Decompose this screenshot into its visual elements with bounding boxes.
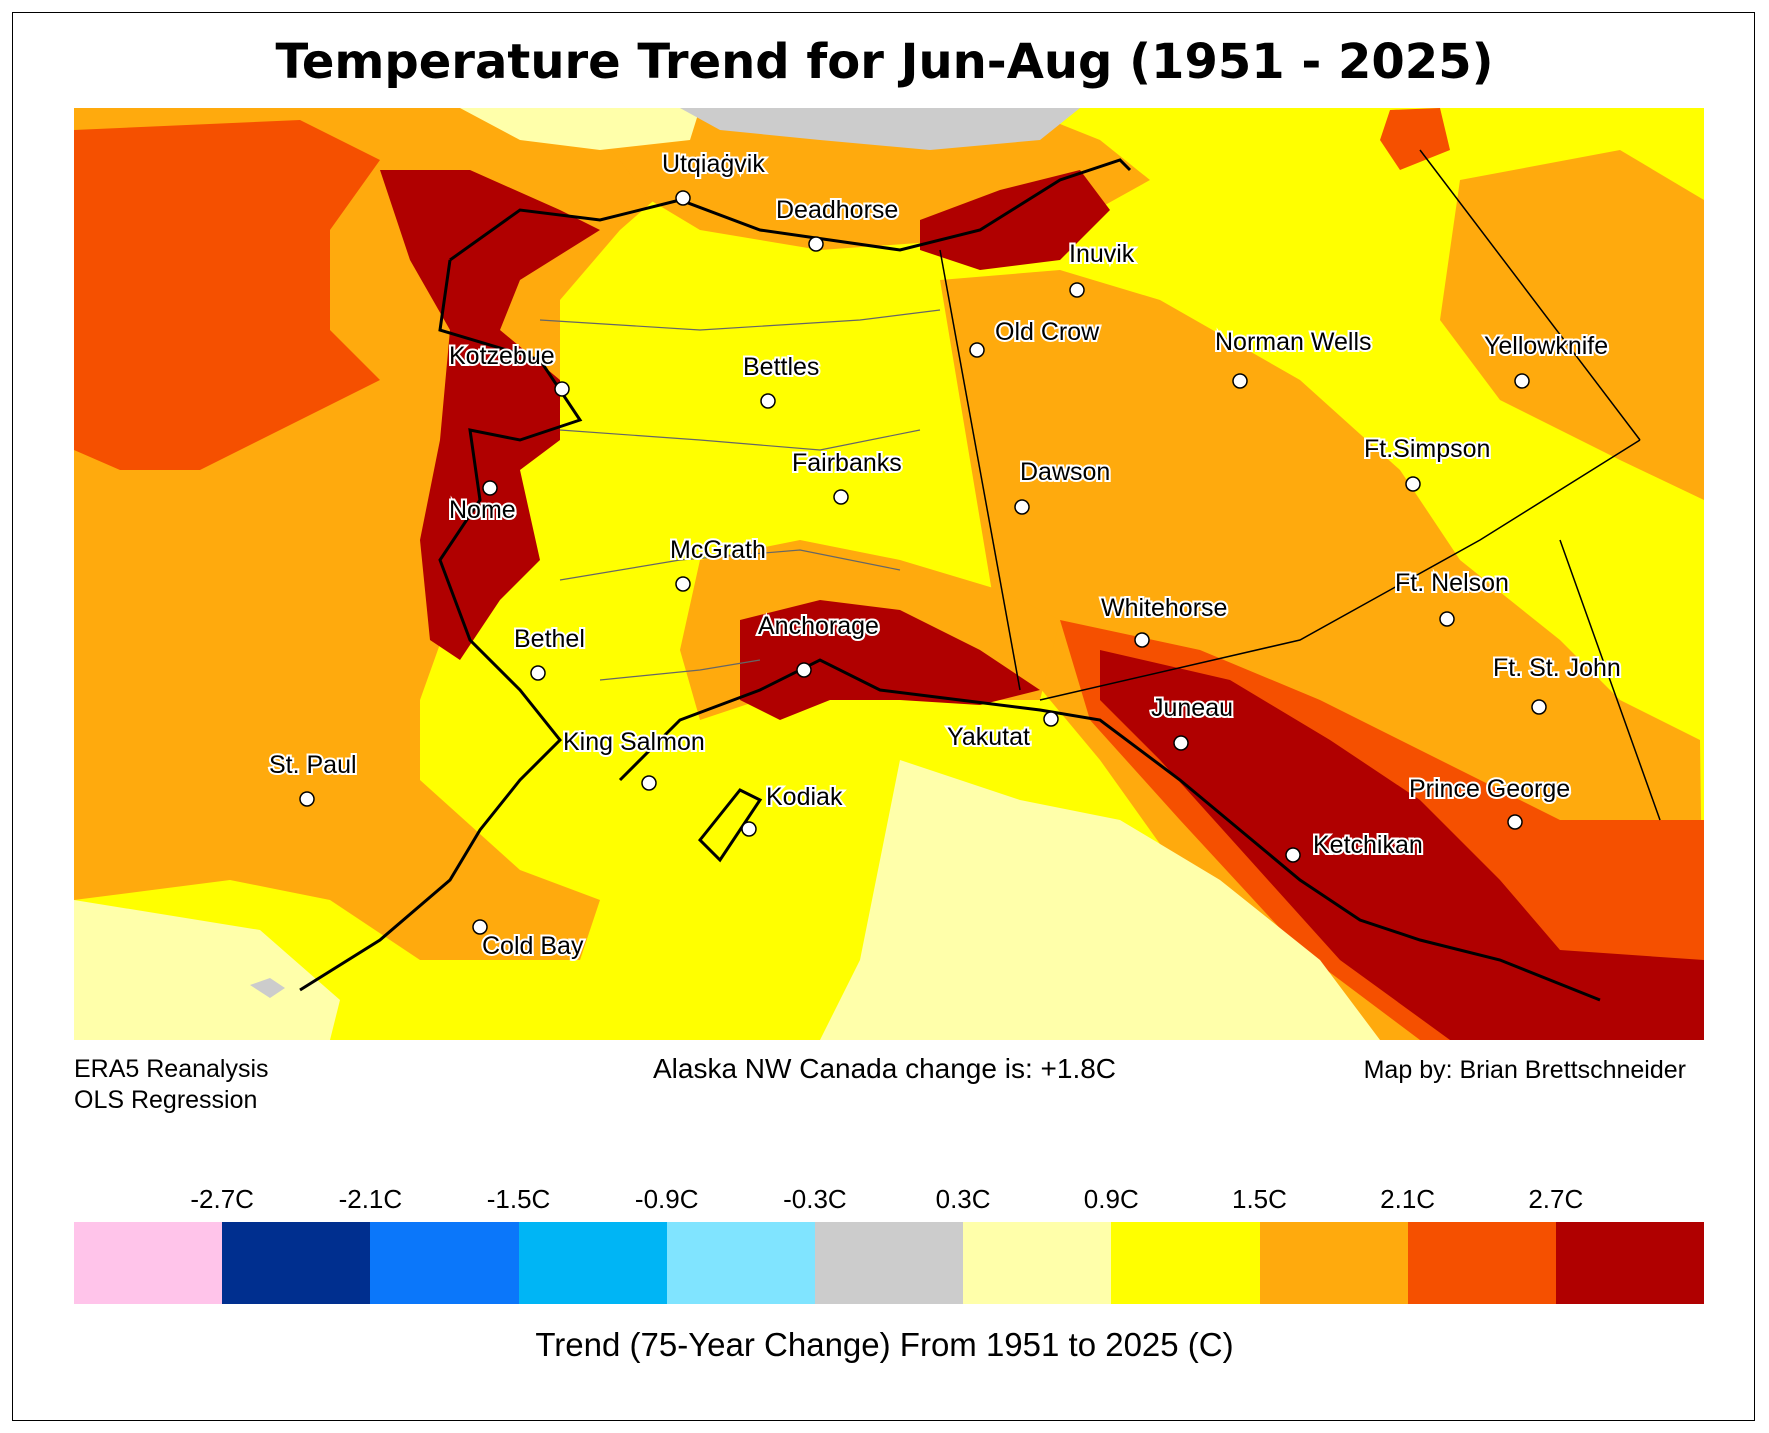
city-marker-ft-simpson: [1405, 476, 1421, 492]
city-label-nome: Nome: [449, 496, 516, 524]
city-label-kotzebue: Kotzebue: [449, 342, 555, 370]
city-marker-prince-george: [1507, 814, 1523, 830]
city-label-whitehorse: Whitehorse: [1101, 594, 1227, 622]
city-marker-ft-nelson: [1439, 611, 1455, 627]
city-marker-ketchikan: [1285, 847, 1301, 863]
colorbar-segment: [666, 1222, 815, 1304]
city-marker-yellowknife: [1514, 373, 1530, 389]
city-marker-cold-bay: [472, 919, 488, 935]
city-marker-yakutat: [1043, 711, 1059, 727]
colorbar-segment: [1555, 1222, 1705, 1304]
city-marker-st-paul: [299, 791, 315, 807]
city-label-ketchikan: Ketchikan: [1313, 831, 1423, 859]
source-line-1: ERA5 Reanalysis: [74, 1055, 269, 1083]
colorbar-segment: [370, 1222, 519, 1304]
city-label-prince-george: Prince George: [1409, 775, 1570, 803]
colorbar-tick-label: -2.7C: [190, 1184, 254, 1214]
colorbar-tick-label: -0.9C: [634, 1184, 699, 1214]
source-line-2: OLS Regression: [74, 1086, 258, 1114]
political-borders: [939, 149, 1661, 821]
city-label-bethel: Bethel: [514, 625, 585, 653]
city-label-juneau: Juneau: [1151, 694, 1233, 722]
city-label-fairbanks: Fairbanks: [792, 449, 902, 477]
city-marker-anchorage: [796, 662, 812, 678]
city-label-ft-st-john: Ft. St. John: [1493, 654, 1621, 682]
colorbar-segment: [1407, 1222, 1556, 1304]
figure-frame: [12, 12, 1755, 1421]
city-marker-inuvik: [1069, 282, 1085, 298]
colorbar-tick-label: -1.5C: [486, 1184, 551, 1214]
city-label-norman-wells: Norman Wells: [1215, 328, 1372, 356]
city-label-king-salmon: King Salmon: [563, 728, 705, 756]
region-boundaries: [539, 309, 941, 681]
colorbar-segment: [1111, 1222, 1260, 1304]
colorbar-tick-label: 2.1C: [1380, 1184, 1436, 1214]
city-label-old-crow: Old Crow: [995, 318, 1100, 346]
city-marker-juneau: [1173, 735, 1189, 751]
city-marker-fairbanks: [833, 489, 849, 505]
city-marker-dawson: [1014, 499, 1030, 515]
colorbar-tick-label: -2.1C: [338, 1184, 403, 1214]
colorbar-tick-label: 0.9C: [1083, 1184, 1139, 1214]
city-marker-ft-st-john: [1531, 699, 1547, 715]
city-label-anchorage: Anchorage: [758, 612, 879, 640]
colorbar-tick-labels: -2.7C -2.1C -1.5C -0.9C -0.3C 0.3C 0.9C 1.5C 2.1…: [0, 1184, 1769, 1218]
city-label-mcgrath: McGrath: [670, 536, 766, 564]
city-marker-norman-wells: [1232, 373, 1248, 389]
city-marker-utqiaġvik: [675, 190, 691, 206]
colorbar-caption: Trend (75-Year Change) From 1951 to 2025…: [535, 1326, 1234, 1363]
city-marker-king-salmon: [641, 775, 657, 791]
city-marker-bethel: [530, 665, 546, 681]
city-marker-whitehorse: [1134, 632, 1150, 648]
page-title: Temperature Trend for Jun-Aug (1951 - 20…: [275, 34, 1494, 90]
city-label-st-paul: St. Paul: [269, 751, 357, 779]
city-marker-kodiak: [741, 821, 757, 837]
colorbar-tick-label: 1.5C: [1231, 1184, 1287, 1214]
colorbar-tick-label: -0.3C: [783, 1184, 847, 1214]
colorbar-segment: [1259, 1222, 1408, 1304]
city-label-deadhorse: Deadhorse: [776, 196, 898, 224]
colorbar-segment: [963, 1222, 1112, 1304]
colorbar-segment: [518, 1222, 667, 1304]
colorbar-tick-label: 0.3C: [935, 1184, 991, 1214]
city-markers: Utqiaġvik Deadhorse Inuvik Old Crow Norman W…: [267, 148, 1623, 962]
city-label-cold-bay: Cold Bay: [482, 932, 584, 960]
colorbar: [74, 1222, 1705, 1304]
city-marker-old-crow: [969, 342, 985, 358]
city-label-kodiak: Kodiak: [766, 783, 843, 811]
city-marker-nome: [482, 480, 498, 496]
city-label-dawson: Dawson: [1020, 458, 1110, 486]
colorbar-segment: [222, 1222, 371, 1304]
city-marker-bettles: [760, 393, 776, 409]
trend-field: [74, 108, 1704, 1040]
city-label-bettles: Bettles: [743, 353, 819, 381]
map-credit: Map by: Brian Brettschneider: [1363, 1056, 1686, 1084]
city-label-yellowknife: Yellowknife: [1484, 332, 1608, 360]
colorbar-segment: [814, 1222, 964, 1304]
city-marker-deadhorse: [808, 236, 824, 252]
colorbar-segment: [74, 1222, 223, 1304]
regional-summary: Alaska NW Canada change is: +1.8C: [652, 1053, 1117, 1084]
city-label-yakutat: Yakutat: [947, 723, 1030, 751]
city-label-ft-nelson: Ft. Nelson: [1395, 569, 1509, 597]
city-label-ft-simpson: Ft.Simpson: [1364, 435, 1490, 463]
colorbar-tick-label: 2.7C: [1528, 1184, 1584, 1214]
city-label-inuvik: Inuvik: [1069, 240, 1135, 268]
city-marker-kotzebue: [554, 381, 570, 397]
city-label-utqiaġvik: Utqiaġvik: [662, 150, 765, 178]
city-marker-mcgrath: [675, 576, 691, 592]
data-source: ERA5 Reanalysis OLS Regression: [74, 1054, 269, 1116]
